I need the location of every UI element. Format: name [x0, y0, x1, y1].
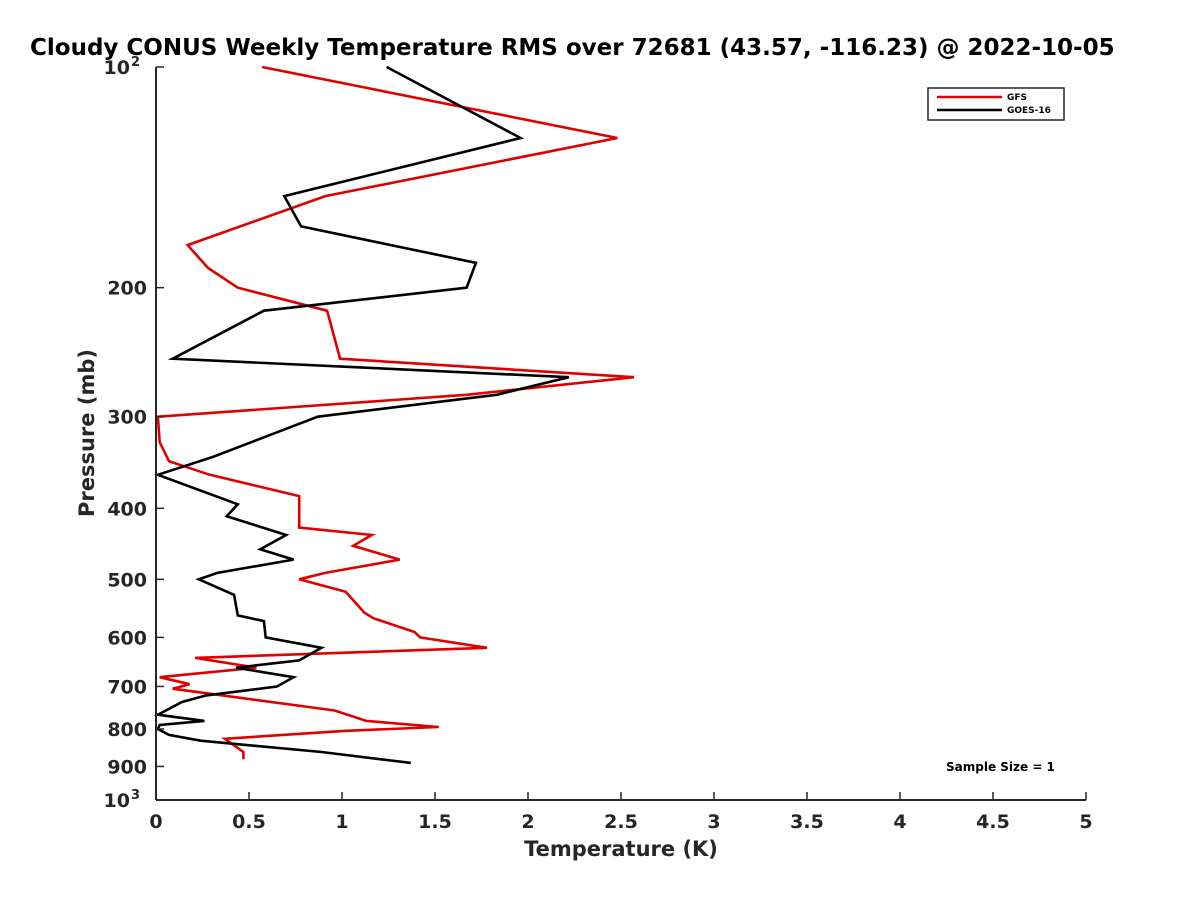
legend-label-gfs: GFS	[1007, 93, 1027, 103]
legend-box	[927, 87, 1065, 121]
x-tick-label: 0.5	[232, 811, 266, 833]
y-tick-label: 10	[104, 57, 130, 79]
y-tick-label: 300	[107, 407, 147, 429]
y-tick-label: 500	[107, 569, 147, 591]
series-layer	[153, 65, 635, 765]
x-tick-label: 4	[893, 811, 906, 833]
sample-size-annotation: Sample Size = 1	[946, 760, 1055, 774]
y-tick-exponent: 2	[131, 55, 140, 70]
x-tick-label: 2	[521, 811, 534, 833]
y-tick-label: 200	[107, 278, 147, 300]
x-tick-label: 1.5	[418, 811, 452, 833]
x-tick-label: 3	[707, 811, 720, 833]
x-tick-label: 2.5	[604, 811, 638, 833]
y-tick-label: 900	[107, 756, 147, 778]
chart-title: Cloudy CONUS Weekly Temperature RMS over…	[30, 35, 1115, 61]
x-axis-label: Temperature (K)	[524, 837, 718, 861]
y-tick-label: 800	[107, 719, 147, 741]
x-tick-label: 1	[335, 811, 348, 833]
series-line-gfs	[156, 65, 635, 760]
series-line-goes16	[153, 65, 570, 765]
y-tick-label: 400	[107, 498, 147, 520]
y-tick-label: 700	[107, 676, 147, 698]
y-tick-label: 600	[107, 627, 147, 649]
y-tick-label: 10	[104, 790, 130, 812]
y-axis-label: Pressure (mb)	[75, 349, 99, 517]
y-tick-exponent: 3	[131, 788, 140, 803]
x-tick-label: 4.5	[976, 811, 1010, 833]
x-tick-label: 0	[149, 811, 162, 833]
legend: GFS GOES-16	[927, 87, 1065, 121]
legend-label-goes16: GOES-16	[1007, 106, 1051, 116]
x-tick-label: 3.5	[790, 811, 824, 833]
x-tick-label: 5	[1079, 811, 1092, 833]
x-ticks: 0 0.5 1 1.5 2 2.5 3 3.5 4 4.5 5	[149, 792, 1093, 833]
